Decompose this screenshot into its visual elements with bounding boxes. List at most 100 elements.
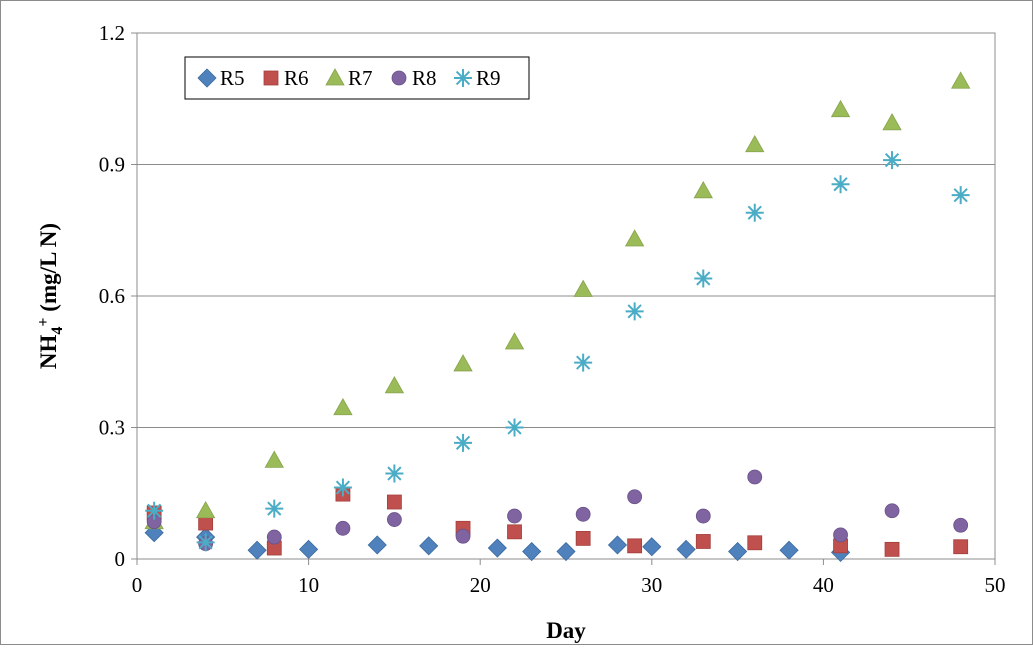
data-point-r5 bbox=[299, 539, 319, 559]
legend: R5 R6 R7 R8 R9 bbox=[184, 56, 530, 100]
data-point-r7 bbox=[384, 376, 405, 394]
legend-item-r6: R6 bbox=[263, 66, 309, 90]
legend-label: R5 bbox=[220, 66, 245, 90]
series-r6 bbox=[146, 486, 969, 557]
data-point-r5 bbox=[247, 540, 267, 560]
data-point-r7 bbox=[624, 229, 645, 247]
square-icon bbox=[263, 70, 279, 86]
triangle-icon bbox=[325, 68, 345, 86]
data-point-r8 bbox=[833, 527, 848, 543]
data-point-r8 bbox=[953, 517, 969, 533]
legend-item-r9: R9 bbox=[454, 66, 501, 90]
data-point-r7 bbox=[882, 113, 902, 131]
data-point-r5 bbox=[522, 541, 542, 562]
data-point-r9 bbox=[745, 203, 764, 222]
data-point-r8 bbox=[455, 528, 471, 544]
x-tick-label: 30 bbox=[641, 573, 662, 597]
series-r9 bbox=[145, 151, 970, 552]
data-point-r9 bbox=[265, 499, 284, 518]
legend-item-r7: R7 bbox=[325, 66, 373, 90]
y-tick-label: 0.6 bbox=[99, 284, 125, 308]
data-point-r6 bbox=[747, 535, 763, 551]
data-point-r9 bbox=[333, 478, 352, 497]
data-point-r5 bbox=[728, 541, 748, 562]
legend-label: R6 bbox=[284, 66, 309, 90]
data-point-r8 bbox=[747, 469, 763, 485]
data-point-r9 bbox=[574, 353, 593, 372]
x-tick-label: 10 bbox=[298, 573, 319, 597]
y-tick-label: 0.9 bbox=[99, 153, 125, 177]
data-point-r8 bbox=[335, 520, 351, 536]
data-point-r5 bbox=[607, 535, 628, 555]
data-point-r6 bbox=[953, 539, 969, 555]
data-point-r7 bbox=[453, 354, 473, 372]
series-r5 bbox=[144, 523, 851, 562]
data-point-r5 bbox=[556, 541, 576, 562]
data-point-r9 bbox=[625, 302, 644, 321]
data-point-r6 bbox=[627, 538, 643, 554]
data-point-r5 bbox=[487, 538, 507, 558]
data-point-r5 bbox=[367, 535, 387, 555]
data-point-r5 bbox=[642, 537, 662, 557]
x-axis-title: Day bbox=[546, 618, 586, 643]
x-tick-label: 0 bbox=[132, 573, 143, 597]
series-r8 bbox=[146, 469, 969, 552]
legend-label: R9 bbox=[476, 66, 501, 90]
data-point-r6 bbox=[884, 541, 900, 557]
data-point-r8 bbox=[386, 512, 402, 527]
x-axis-ticks: 0 10 20 30 40 50 bbox=[132, 559, 1006, 597]
data-point-r9 bbox=[145, 501, 164, 520]
data-point-r7 bbox=[693, 180, 713, 199]
data-point-r9 bbox=[505, 418, 524, 437]
data-point-r7 bbox=[573, 279, 593, 297]
data-point-r7 bbox=[333, 397, 353, 416]
y-axis-title: NH4+ (mg/L N) bbox=[35, 223, 66, 369]
x-tick-label: 40 bbox=[813, 573, 834, 597]
y-axis-title-prefix: NH bbox=[36, 334, 61, 369]
data-point-r7 bbox=[745, 134, 765, 153]
data-point-r6 bbox=[575, 530, 591, 546]
y-axis-title-superscript: + bbox=[35, 317, 52, 326]
data-point-r7 bbox=[950, 71, 971, 89]
data-point-r8 bbox=[507, 508, 522, 524]
legend-label: R7 bbox=[348, 66, 373, 90]
y-axis-ticks: 0 0.3 0.6 0.9 1.2 bbox=[99, 21, 137, 571]
data-point-r5 bbox=[419, 536, 439, 556]
data-point-r7 bbox=[504, 332, 525, 350]
data-point-r7 bbox=[264, 450, 284, 468]
data-point-r8 bbox=[695, 508, 711, 524]
data-points bbox=[144, 71, 971, 562]
data-point-r8 bbox=[266, 529, 282, 545]
data-point-r9 bbox=[831, 175, 850, 194]
data-point-r9 bbox=[694, 269, 713, 288]
data-point-r6 bbox=[695, 534, 711, 549]
data-point-r8 bbox=[575, 506, 591, 522]
data-point-r9 bbox=[454, 433, 473, 452]
legend-label: R8 bbox=[412, 66, 437, 90]
y-axis-title-subscript: 4 bbox=[49, 327, 66, 335]
diamond-icon bbox=[197, 68, 217, 88]
data-point-r5 bbox=[676, 539, 696, 559]
legend-item-r8: R8 bbox=[391, 66, 437, 90]
circle-icon bbox=[391, 70, 407, 86]
data-point-r9 bbox=[951, 186, 970, 205]
data-point-r6 bbox=[507, 524, 522, 540]
x-tick-label: 50 bbox=[985, 573, 1006, 597]
y-tick-label: 0 bbox=[115, 547, 126, 571]
x-tick-label: 20 bbox=[470, 573, 491, 597]
data-point-r6 bbox=[386, 494, 402, 510]
series-r7 bbox=[144, 71, 971, 530]
data-point-r7 bbox=[195, 500, 216, 519]
data-point-r8 bbox=[884, 503, 900, 519]
data-point-r9 bbox=[883, 151, 902, 170]
data-point-r5 bbox=[779, 540, 799, 560]
data-point-r8 bbox=[627, 489, 643, 505]
data-point-r7 bbox=[830, 99, 851, 118]
data-point-r9 bbox=[196, 533, 215, 552]
data-point-r9 bbox=[385, 464, 404, 483]
asterisk-icon bbox=[454, 69, 472, 87]
y-axis-title-suffix: (mg/L N) bbox=[36, 223, 61, 318]
y-tick-label: 0.3 bbox=[99, 416, 125, 440]
